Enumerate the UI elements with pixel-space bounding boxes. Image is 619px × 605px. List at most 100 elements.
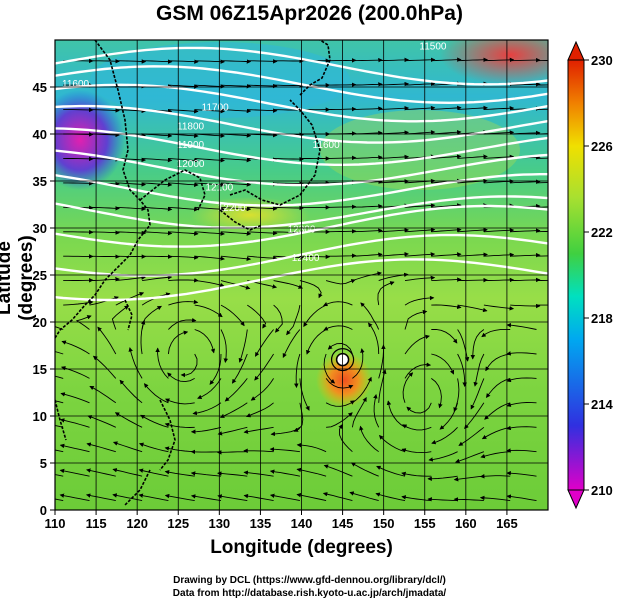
streamline-arrow [431, 154, 462, 159]
y-tick-label: 45 [33, 80, 47, 95]
contour-label: 11800 [177, 121, 205, 132]
streamline-arrow [220, 329, 229, 363]
streamline-arrow [55, 400, 64, 404]
streamline-arrow [115, 230, 147, 236]
colorbar-tick-label: 214 [591, 397, 613, 412]
streamline-arrow [352, 203, 383, 209]
streamline-arrow [352, 228, 383, 233]
streamline-arrow [453, 497, 484, 502]
streamline-arrow [55, 351, 64, 355]
streamline-arrow [457, 57, 488, 63]
streamline-arrow [220, 108, 252, 114]
streamline-arrow [55, 449, 64, 453]
streamline-arrow [457, 353, 467, 388]
streamline-arrow [360, 302, 380, 330]
streamline-arrow [322, 492, 353, 502]
streamline-arrow [481, 426, 511, 440]
streamline-arrow [141, 305, 162, 330]
streamline-arrow [55, 498, 64, 502]
contour-label: 12400 [292, 253, 320, 264]
streamline-arrow [220, 157, 252, 163]
x-tick-label: 115 [86, 516, 107, 531]
streamline-arrow [273, 83, 304, 88]
streamline-arrow [224, 378, 248, 402]
streamline-arrow [250, 378, 274, 401]
x-tick-label: 165 [496, 516, 518, 531]
streamline-arrow [247, 83, 278, 89]
streamline-arrow [164, 446, 195, 453]
streamline-arrow [510, 252, 541, 258]
streamline-arrow [327, 343, 353, 355]
streamline-arrow [282, 329, 301, 358]
x-tick-label: 140 [291, 516, 313, 531]
streamline-arrow [506, 470, 537, 477]
streamline-arrow [299, 254, 331, 260]
streamline-arrow [238, 329, 248, 363]
streamline-arrow [243, 493, 274, 502]
streamline-arrow [431, 378, 443, 409]
y-axis-ticks: 0 5 10 15 20 25 30 35 40 45 [33, 80, 55, 518]
streamline-arrow [89, 230, 120, 235]
streamline-arrow [217, 426, 248, 436]
streamline-arrow [55, 474, 64, 477]
streamline-arrow [470, 378, 485, 410]
streamline-arrow [428, 451, 458, 462]
streamline-arrow [536, 255, 548, 257]
streamline-arrow [168, 206, 199, 212]
streamline-arrow [254, 353, 274, 381]
streamline-arrow [480, 451, 511, 459]
streamline-arrow [61, 340, 90, 355]
streamline-arrow [168, 157, 199, 163]
x-tick-label: 145 [332, 516, 354, 531]
streamline-arrow [115, 275, 146, 282]
streamline-arrow [190, 426, 222, 434]
y-tick-label: 20 [33, 315, 47, 330]
y-tick-label: 25 [33, 268, 47, 283]
streamline-arrow [165, 398, 195, 405]
streamline-arrow [273, 205, 304, 211]
streamline-arrow [220, 83, 252, 89]
streamline-arrow [142, 231, 173, 236]
streamline-arrow [286, 305, 301, 336]
streamline-arrow [404, 105, 436, 111]
streamline-arrow [404, 362, 432, 379]
y-tick-label: 40 [33, 127, 47, 142]
streamline-arrow [402, 424, 432, 431]
streamline-arrow [190, 494, 222, 502]
streamline-arrow [479, 495, 511, 502]
data-credit: Data from http://database.rish.kyoto-u.a… [172, 588, 447, 599]
contour-label: 11700 [202, 103, 230, 114]
streamline-arrow [168, 84, 199, 89]
streamline-arrow [376, 465, 406, 477]
streamline-arrow [138, 442, 169, 453]
streamline-arrow [55, 326, 64, 330]
streamline-arrow [220, 59, 252, 64]
streamline-arrow [427, 497, 458, 502]
streamline-arrow [368, 322, 380, 355]
streamline-arrow [536, 182, 548, 184]
streamline-arrow [431, 426, 458, 445]
streamline-arrow [89, 206, 120, 211]
streamline-arrow [63, 229, 94, 235]
streamline-arrow [349, 491, 379, 502]
streamline-arrow [352, 106, 383, 111]
y-tick-label: 30 [33, 221, 47, 236]
streamline-arrow [483, 252, 515, 258]
streamline-arrow [325, 279, 356, 285]
streamline-arrow [510, 82, 541, 87]
streamline-arrow [406, 402, 432, 414]
streamline-arrow [243, 426, 274, 434]
streamline-arrow [386, 400, 406, 428]
streamline-arrow [326, 253, 357, 258]
streamline-arrow [326, 229, 357, 234]
streamline-arrow [457, 227, 488, 233]
streamline-arrow [326, 106, 357, 112]
streamline-arrow [457, 304, 488, 313]
x-tick-label: 150 [373, 516, 395, 531]
streamline-arrow [209, 353, 222, 385]
streamline-arrow [192, 402, 222, 416]
streamline-arrow [168, 255, 199, 260]
contour-label: 11900 [177, 140, 205, 151]
x-tick-label: 110 [45, 516, 66, 531]
streamline-arrow [59, 493, 90, 502]
